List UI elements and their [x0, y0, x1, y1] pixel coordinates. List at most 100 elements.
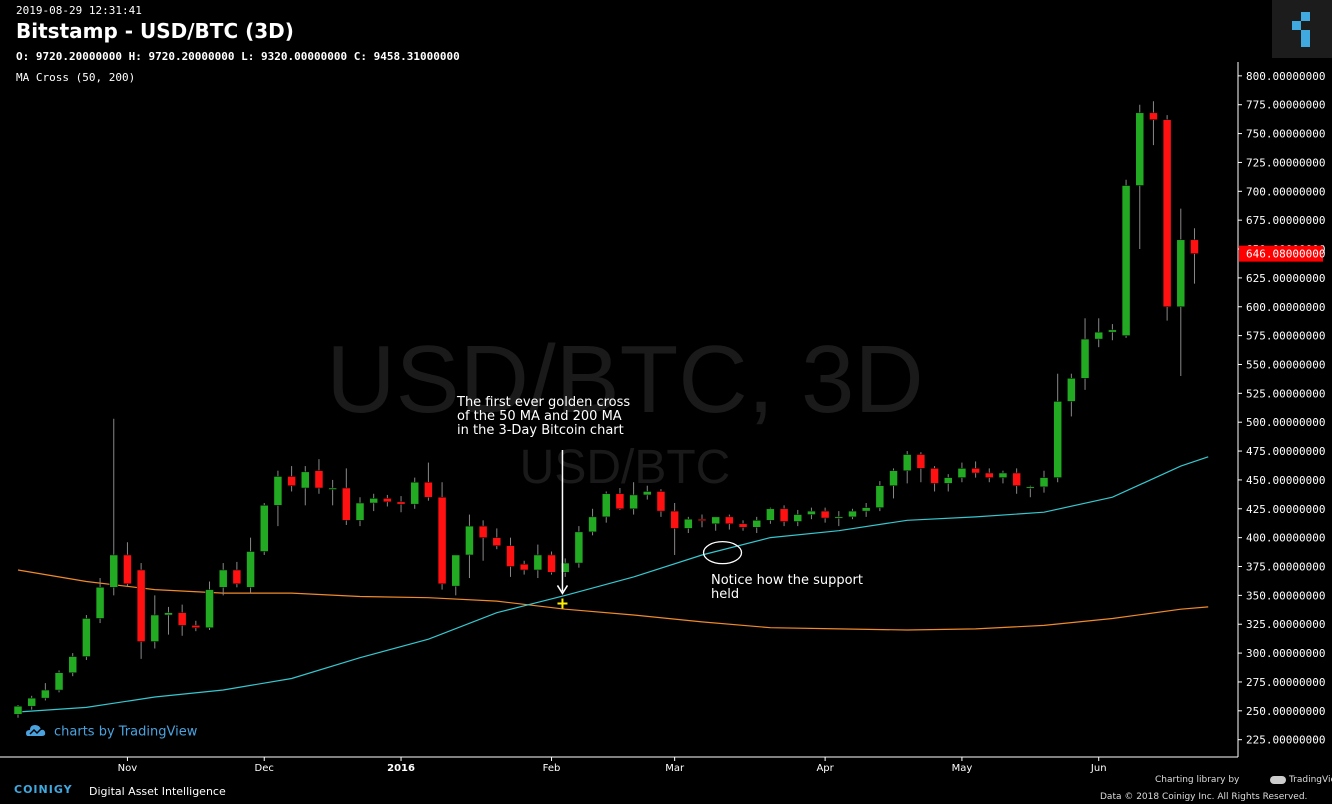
coinigy-tagline: Digital Asset Intelligence: [89, 785, 226, 798]
candle: [793, 509, 803, 527]
candle-body-up: [41, 689, 50, 699]
arrow-down-icon: [556, 585, 569, 595]
support-circle: [702, 541, 743, 565]
candle: [1190, 228, 1199, 284]
y-tick-label: 700.00000000: [1246, 185, 1325, 198]
candle-body-up: [793, 514, 803, 522]
candle: [820, 507, 830, 523]
candle: [95, 578, 105, 624]
ohlc-values: O: 9720.20000000 H: 9720.20000000 L: 932…: [16, 50, 460, 63]
last-price-badge: 646.08000000: [1239, 245, 1325, 262]
candle: [314, 459, 324, 494]
candle-body-up: [95, 587, 105, 619]
candle: [424, 462, 433, 501]
x-tick-label: Dec: [255, 763, 274, 774]
tradingview-small-text: TradingView: [1289, 775, 1332, 785]
candle-body-down: [383, 498, 392, 503]
candle-body-down: [478, 525, 488, 538]
candle-body-up: [1067, 378, 1076, 402]
candle: [807, 507, 816, 520]
candle-body-down: [1012, 472, 1021, 486]
candle: [396, 496, 406, 513]
candle: [574, 526, 584, 568]
candle: [301, 466, 310, 506]
candle: [1053, 373, 1062, 483]
candle: [766, 507, 775, 524]
candle: [150, 595, 160, 649]
candle-body-up: [848, 510, 857, 518]
indicator-label[interactable]: MA Cross (50, 200): [16, 71, 136, 84]
candle-body-up: [889, 470, 898, 486]
y-tick-label: 450.00000000: [1246, 474, 1325, 487]
y-tick-label: 675.00000000: [1246, 214, 1325, 227]
candle-body-up: [82, 618, 91, 657]
candle-body-down: [779, 508, 789, 522]
candle-body-down: [916, 454, 926, 469]
support-line-2: held: [711, 587, 740, 602]
tradingview-small-icon: [1270, 775, 1286, 784]
candle: [889, 468, 898, 499]
candle-body-up: [560, 562, 570, 573]
candle: [205, 581, 214, 631]
candle: [232, 561, 242, 588]
candle-body-up: [998, 472, 1008, 478]
candle-body-up: [601, 493, 611, 518]
timestamp: 2019-08-29 12:31:41: [16, 4, 142, 17]
candle-body-up: [902, 454, 912, 471]
candle-body-down: [492, 537, 502, 546]
candle-body-down: [738, 523, 748, 528]
candle-body-up: [574, 531, 584, 564]
candle: [1026, 485, 1035, 498]
x-tick-label: Nov: [118, 763, 138, 774]
tradingview-credit[interactable]: charts by TradingView: [24, 723, 197, 741]
y-tick-label: 600.00000000: [1246, 301, 1325, 314]
candle-body-down: [930, 468, 939, 484]
candles: [13, 101, 1199, 718]
candle-body-down: [342, 487, 351, 521]
candle: [588, 508, 597, 536]
candle-body-up: [684, 518, 693, 529]
candle: [629, 482, 638, 515]
coinigy-logo-icon[interactable]: [1272, 0, 1332, 58]
price-badge-label: 646.08000000: [1246, 248, 1325, 261]
candle-body-up: [1080, 338, 1090, 379]
watermark-sub: USD/BTC: [520, 441, 731, 494]
candle-body-up: [218, 569, 228, 588]
candle: [547, 551, 556, 575]
watermark: USD/BTC, 3D USD/BTC: [326, 326, 923, 494]
tradingview-credit-text: charts by TradingView: [54, 724, 198, 740]
golden-cross-line-1: The first ever golden cross: [457, 395, 631, 410]
candle-body-up: [875, 485, 885, 508]
coinigy-brand[interactable]: COINIGY: [14, 783, 73, 796]
candle-body-down: [437, 496, 447, 585]
candle: [670, 503, 679, 555]
candle-body-down: [656, 491, 666, 512]
candle: [1176, 208, 1186, 377]
candle: [848, 508, 857, 520]
candle-body-up: [246, 551, 255, 588]
candle: [328, 479, 337, 506]
y-tick-label: 325.00000000: [1246, 618, 1325, 631]
x-tick-label: Feb: [543, 763, 561, 774]
candle: [971, 461, 980, 478]
candle-body-up: [27, 697, 36, 707]
candle-body-up: [164, 612, 173, 616]
tradingview-small-credit[interactable]: TradingView: [1270, 775, 1332, 785]
ma50-path: [17, 456, 1209, 713]
candle: [601, 491, 611, 523]
candle: [697, 514, 707, 528]
candle-body-up: [1053, 401, 1062, 478]
candle-body-up: [301, 471, 310, 489]
candle-body-up: [1176, 239, 1186, 308]
candle: [1094, 318, 1103, 348]
candle-body-down: [191, 625, 201, 628]
y-tick-label: 775.00000000: [1246, 99, 1325, 112]
time-axis: Nov Dec 2016 Feb Mar Apr May Jun: [118, 757, 1107, 774]
candle: [738, 520, 748, 531]
candle-body-up: [369, 498, 378, 504]
y-tick-label: 225.00000000: [1246, 734, 1325, 747]
candle: [930, 466, 939, 492]
candle: [711, 516, 720, 531]
y-tick-label: 400.00000000: [1246, 532, 1325, 545]
